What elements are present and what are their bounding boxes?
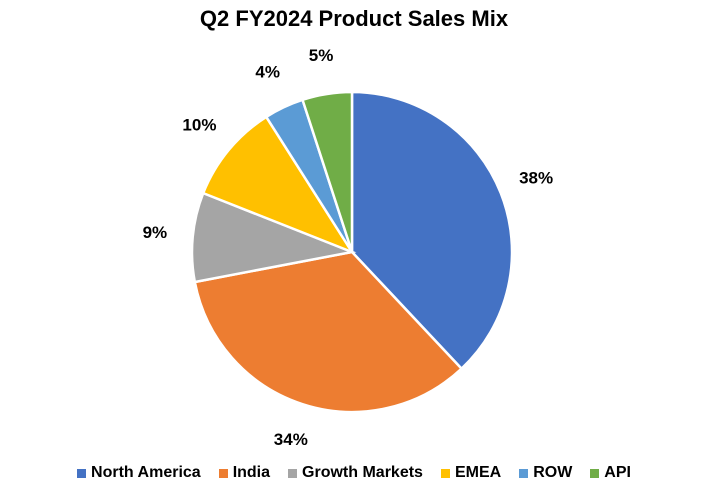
legend-label: ROW [533, 464, 573, 481]
data-label-north-america: 38% [519, 169, 553, 188]
legend-label: North America [91, 464, 201, 481]
data-label-api: 5% [309, 46, 334, 65]
pie-data-labels: 38% 34% 9% 10% 4% 5% [143, 46, 554, 449]
legend-swatch [590, 468, 600, 478]
pie-slice-emea [201, 115, 356, 255]
data-label-growth-markets: 9% [143, 223, 168, 242]
legend-swatch [77, 468, 87, 478]
legend-label: API [604, 464, 631, 481]
pie-slice-growth-markets [190, 191, 357, 284]
data-label-row: 4% [255, 62, 280, 81]
legend-item-emea: EMEA [440, 464, 502, 482]
legend-item-api: API [590, 464, 631, 482]
legend-item-row: ROW [519, 464, 572, 482]
pie-slice-north-america [350, 90, 514, 371]
data-label-emea: 10% [182, 115, 216, 134]
legend-swatch [288, 468, 298, 478]
legend: North America India Growth Markets EMEA ROW A… [0, 464, 708, 482]
chart-title: Q2 FY2024 Product Sales Mix [199, 6, 509, 31]
legend-label: Growth Markets [302, 464, 423, 481]
legend-swatch [519, 468, 529, 478]
legend-label: EMEA [454, 464, 502, 481]
legend-item-north-america: North America [77, 464, 201, 482]
legend-item-growth-markets: Growth Markets [288, 464, 423, 482]
legend-label: India [232, 464, 271, 481]
pie-slices [190, 90, 514, 414]
pie-slice-india [193, 250, 464, 414]
legend-item-india: India [218, 464, 271, 482]
legend-swatch [218, 468, 228, 478]
pie-slice-api [300, 90, 354, 253]
data-label-india: 34% [274, 430, 308, 449]
legend-swatch [440, 468, 450, 478]
